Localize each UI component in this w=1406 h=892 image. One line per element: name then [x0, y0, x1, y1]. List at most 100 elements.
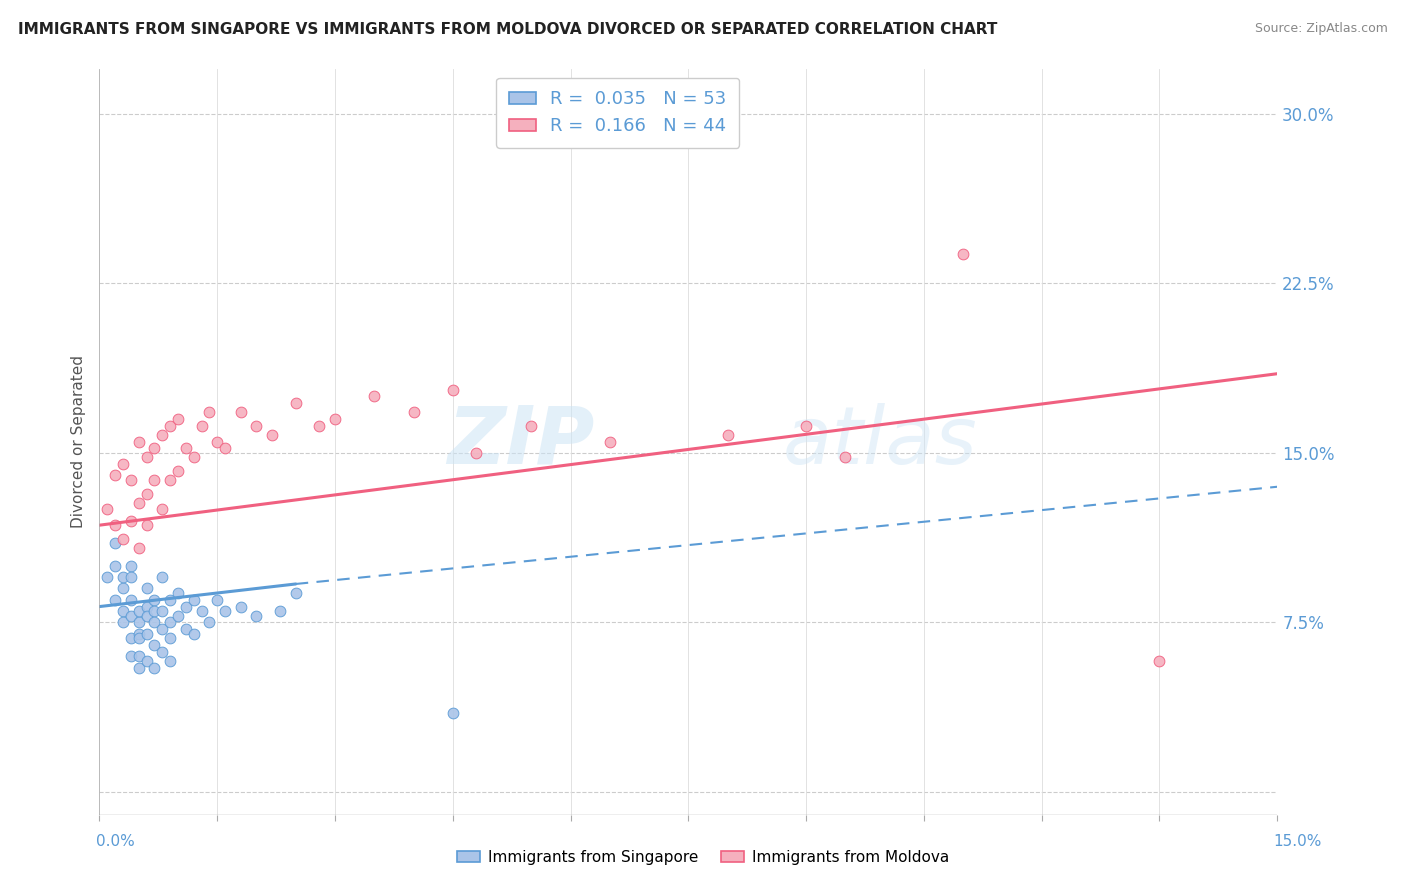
- Legend: Immigrants from Singapore, Immigrants from Moldova: Immigrants from Singapore, Immigrants fr…: [451, 844, 955, 871]
- Point: [167, 412, 190, 426]
- Point: [104, 536, 127, 550]
- Point: [245, 418, 267, 433]
- Point: [269, 604, 291, 618]
- Point: [167, 464, 190, 478]
- Point: [159, 418, 181, 433]
- Point: [402, 405, 425, 419]
- Point: [111, 532, 134, 546]
- Point: [111, 604, 134, 618]
- Point: [205, 434, 228, 449]
- Point: [120, 570, 142, 584]
- Point: [167, 586, 190, 600]
- Point: [323, 412, 346, 426]
- Legend: R =  0.035   N = 53, R =  0.166   N = 44: R = 0.035 N = 53, R = 0.166 N = 44: [496, 78, 740, 148]
- Point: [174, 442, 197, 456]
- Point: [111, 570, 134, 584]
- Point: [120, 514, 142, 528]
- Point: [120, 631, 142, 645]
- Point: [128, 649, 150, 664]
- Point: [135, 599, 157, 614]
- Point: [111, 582, 134, 596]
- Point: [284, 396, 307, 410]
- Point: [150, 502, 173, 516]
- Point: [229, 599, 252, 614]
- Text: ZIP: ZIP: [447, 402, 595, 481]
- Point: [150, 645, 173, 659]
- Point: [159, 615, 181, 630]
- Point: [150, 570, 173, 584]
- Point: [104, 592, 127, 607]
- Point: [214, 442, 236, 456]
- Point: [104, 468, 127, 483]
- Point: [128, 495, 150, 509]
- Point: [262, 427, 284, 442]
- Point: [96, 502, 118, 516]
- Point: [441, 383, 464, 397]
- Point: [143, 604, 166, 618]
- Point: [174, 599, 197, 614]
- Point: [834, 450, 856, 465]
- Point: [183, 626, 205, 640]
- Point: [135, 450, 157, 465]
- Point: [198, 405, 221, 419]
- Y-axis label: Divorced or Separated: Divorced or Separated: [72, 355, 86, 528]
- Point: [111, 457, 134, 471]
- Point: [183, 592, 205, 607]
- Point: [159, 654, 181, 668]
- Point: [214, 604, 236, 618]
- Point: [441, 706, 464, 720]
- Point: [143, 615, 166, 630]
- Point: [205, 592, 228, 607]
- Point: [520, 418, 543, 433]
- Point: [363, 389, 385, 403]
- Point: [143, 592, 166, 607]
- Point: [143, 442, 166, 456]
- Point: [952, 247, 974, 261]
- Text: IMMIGRANTS FROM SINGAPORE VS IMMIGRANTS FROM MOLDOVA DIVORCED OR SEPARATED CORRE: IMMIGRANTS FROM SINGAPORE VS IMMIGRANTS …: [18, 22, 998, 37]
- Point: [120, 592, 142, 607]
- Point: [183, 450, 205, 465]
- Point: [128, 626, 150, 640]
- Point: [465, 446, 488, 460]
- Point: [135, 582, 157, 596]
- Point: [190, 604, 212, 618]
- Point: [284, 586, 307, 600]
- Point: [198, 615, 221, 630]
- Point: [128, 615, 150, 630]
- Point: [104, 558, 127, 573]
- Point: [135, 608, 157, 623]
- Point: [1149, 654, 1171, 668]
- Point: [120, 558, 142, 573]
- Point: [128, 631, 150, 645]
- Point: [717, 427, 740, 442]
- Point: [128, 434, 150, 449]
- Text: 0.0%: 0.0%: [96, 834, 135, 849]
- Point: [167, 608, 190, 623]
- Point: [128, 604, 150, 618]
- Point: [143, 638, 166, 652]
- Point: [111, 615, 134, 630]
- Point: [229, 405, 252, 419]
- Point: [159, 473, 181, 487]
- Point: [174, 622, 197, 636]
- Point: [794, 418, 817, 433]
- Point: [135, 518, 157, 533]
- Text: Source: ZipAtlas.com: Source: ZipAtlas.com: [1254, 22, 1388, 36]
- Point: [143, 660, 166, 674]
- Point: [135, 486, 157, 500]
- Point: [159, 592, 181, 607]
- Point: [135, 626, 157, 640]
- Point: [599, 434, 621, 449]
- Point: [104, 518, 127, 533]
- Text: atlas: atlas: [783, 402, 977, 481]
- Point: [120, 649, 142, 664]
- Point: [150, 427, 173, 442]
- Point: [96, 570, 118, 584]
- Point: [135, 654, 157, 668]
- Point: [128, 541, 150, 555]
- Point: [308, 418, 330, 433]
- Point: [143, 473, 166, 487]
- Point: [190, 418, 212, 433]
- Point: [120, 473, 142, 487]
- Text: 15.0%: 15.0%: [1274, 834, 1322, 849]
